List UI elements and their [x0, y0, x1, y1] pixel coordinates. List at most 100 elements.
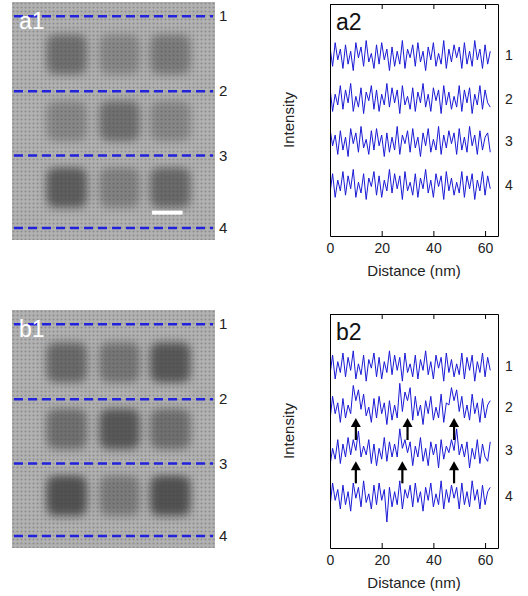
trace-label: 1 [505, 358, 513, 374]
y-axis [330, 315, 331, 549]
tick-label: 60 [478, 240, 494, 256]
x-axis: 0204060 [327, 543, 499, 568]
tick: 20 [374, 543, 390, 568]
profile-line [14, 398, 213, 401]
arrow [351, 418, 361, 440]
profile-trace [330, 481, 490, 522]
trace-label: 4 [505, 488, 513, 504]
profile-line-label: 3 [219, 147, 227, 164]
plot-area [330, 351, 490, 522]
profile-trace [330, 41, 490, 71]
tick-mark [433, 231, 434, 236]
nanostructure [99, 409, 140, 449]
tick [433, 314, 434, 319]
profile-line [14, 90, 213, 93]
profile-line-label: 2 [219, 82, 227, 99]
nanostructure [150, 409, 191, 449]
nanostructure [99, 101, 140, 141]
profile-line [14, 154, 213, 157]
y-axis-title: Intensity [280, 92, 297, 148]
arrow [449, 461, 459, 483]
figure: 1234a11234b112340204060Distance (nm)Inte… [0, 0, 528, 596]
plot-area [330, 41, 490, 200]
nanostructure [47, 34, 88, 74]
profile-line-label: 2 [219, 390, 227, 407]
line-chart: 12340204060Distance (nm)Intensitya2 [280, 4, 513, 279]
panel-label: a1 [19, 8, 45, 34]
profile-line [14, 462, 213, 465]
trace-label: 4 [505, 177, 513, 193]
axis-line [330, 5, 331, 237]
profile-trace [330, 429, 490, 468]
tick [382, 314, 383, 319]
panel-label: b2 [336, 319, 362, 345]
y-axis [330, 5, 331, 237]
tick [485, 314, 486, 319]
tick-mark [433, 4, 434, 9]
profile-line-label: 3 [219, 455, 227, 472]
profile-trace [330, 169, 490, 199]
axis-line [331, 548, 499, 549]
arrow-head [397, 461, 407, 470]
y-axis-right [498, 315, 499, 549]
tick: 40 [426, 231, 442, 256]
axis-line [331, 314, 499, 315]
trace-label: 1 [505, 47, 513, 63]
arrow-head [449, 418, 459, 427]
axis-line [498, 315, 499, 549]
axis-line [331, 236, 499, 237]
profile-line-label: 1 [219, 315, 227, 332]
micrograph: 1234a1 [12, 2, 227, 240]
micrograph-ground [12, 2, 215, 240]
micrograph-ground [12, 310, 215, 548]
profile-line [14, 535, 213, 538]
line-chart: 12340204060Distance (nm)Intensityb2 [280, 314, 513, 591]
arrow-head [403, 418, 413, 427]
tick-label: 0 [327, 552, 335, 568]
trace-label: 3 [505, 442, 513, 458]
panel-label: a2 [336, 9, 362, 35]
nanostructure [150, 475, 191, 515]
nanostructure [150, 101, 191, 141]
tick-mark [382, 4, 383, 9]
nanostructure [47, 342, 88, 382]
tick-mark [485, 4, 486, 9]
tick-mark [433, 543, 434, 548]
tick-mark [433, 314, 434, 319]
nanostructure [150, 167, 191, 207]
arrow [351, 461, 361, 483]
tick: 40 [426, 543, 442, 568]
profile-trace [330, 83, 490, 113]
micrograph: 1 2 3 4 b1 [12, 310, 227, 548]
tick-label: 20 [374, 240, 390, 256]
axis-line [330, 315, 331, 549]
scale-bar [152, 211, 182, 215]
tick-mark [485, 314, 486, 319]
tick-label: 20 [374, 552, 390, 568]
tick-label: 40 [426, 552, 442, 568]
tick: 60 [478, 231, 494, 256]
nanostructure [47, 409, 88, 449]
tick-mark [382, 231, 383, 236]
panel-label: b1 [19, 316, 45, 342]
tick-mark [485, 543, 486, 548]
tick [433, 4, 434, 9]
trace-label: 2 [505, 399, 513, 415]
arrow-head [449, 461, 459, 470]
nanostructure [99, 342, 140, 382]
x-axis: 0204060 [327, 231, 499, 256]
arrow-head [351, 418, 361, 427]
tick-mark [382, 314, 383, 319]
y-axis-title: Intensity [280, 403, 297, 459]
arrow [449, 418, 459, 440]
arrow-head [351, 461, 361, 470]
profile-line-label: 4 [219, 527, 227, 544]
nanostructure [99, 475, 140, 515]
nanostructure [99, 34, 140, 74]
tick [382, 4, 383, 9]
arrow [403, 418, 413, 440]
tick-mark [382, 543, 383, 548]
arrow [397, 461, 407, 483]
trace-label: 2 [505, 91, 513, 107]
profile-line-label: 4 [219, 219, 227, 236]
